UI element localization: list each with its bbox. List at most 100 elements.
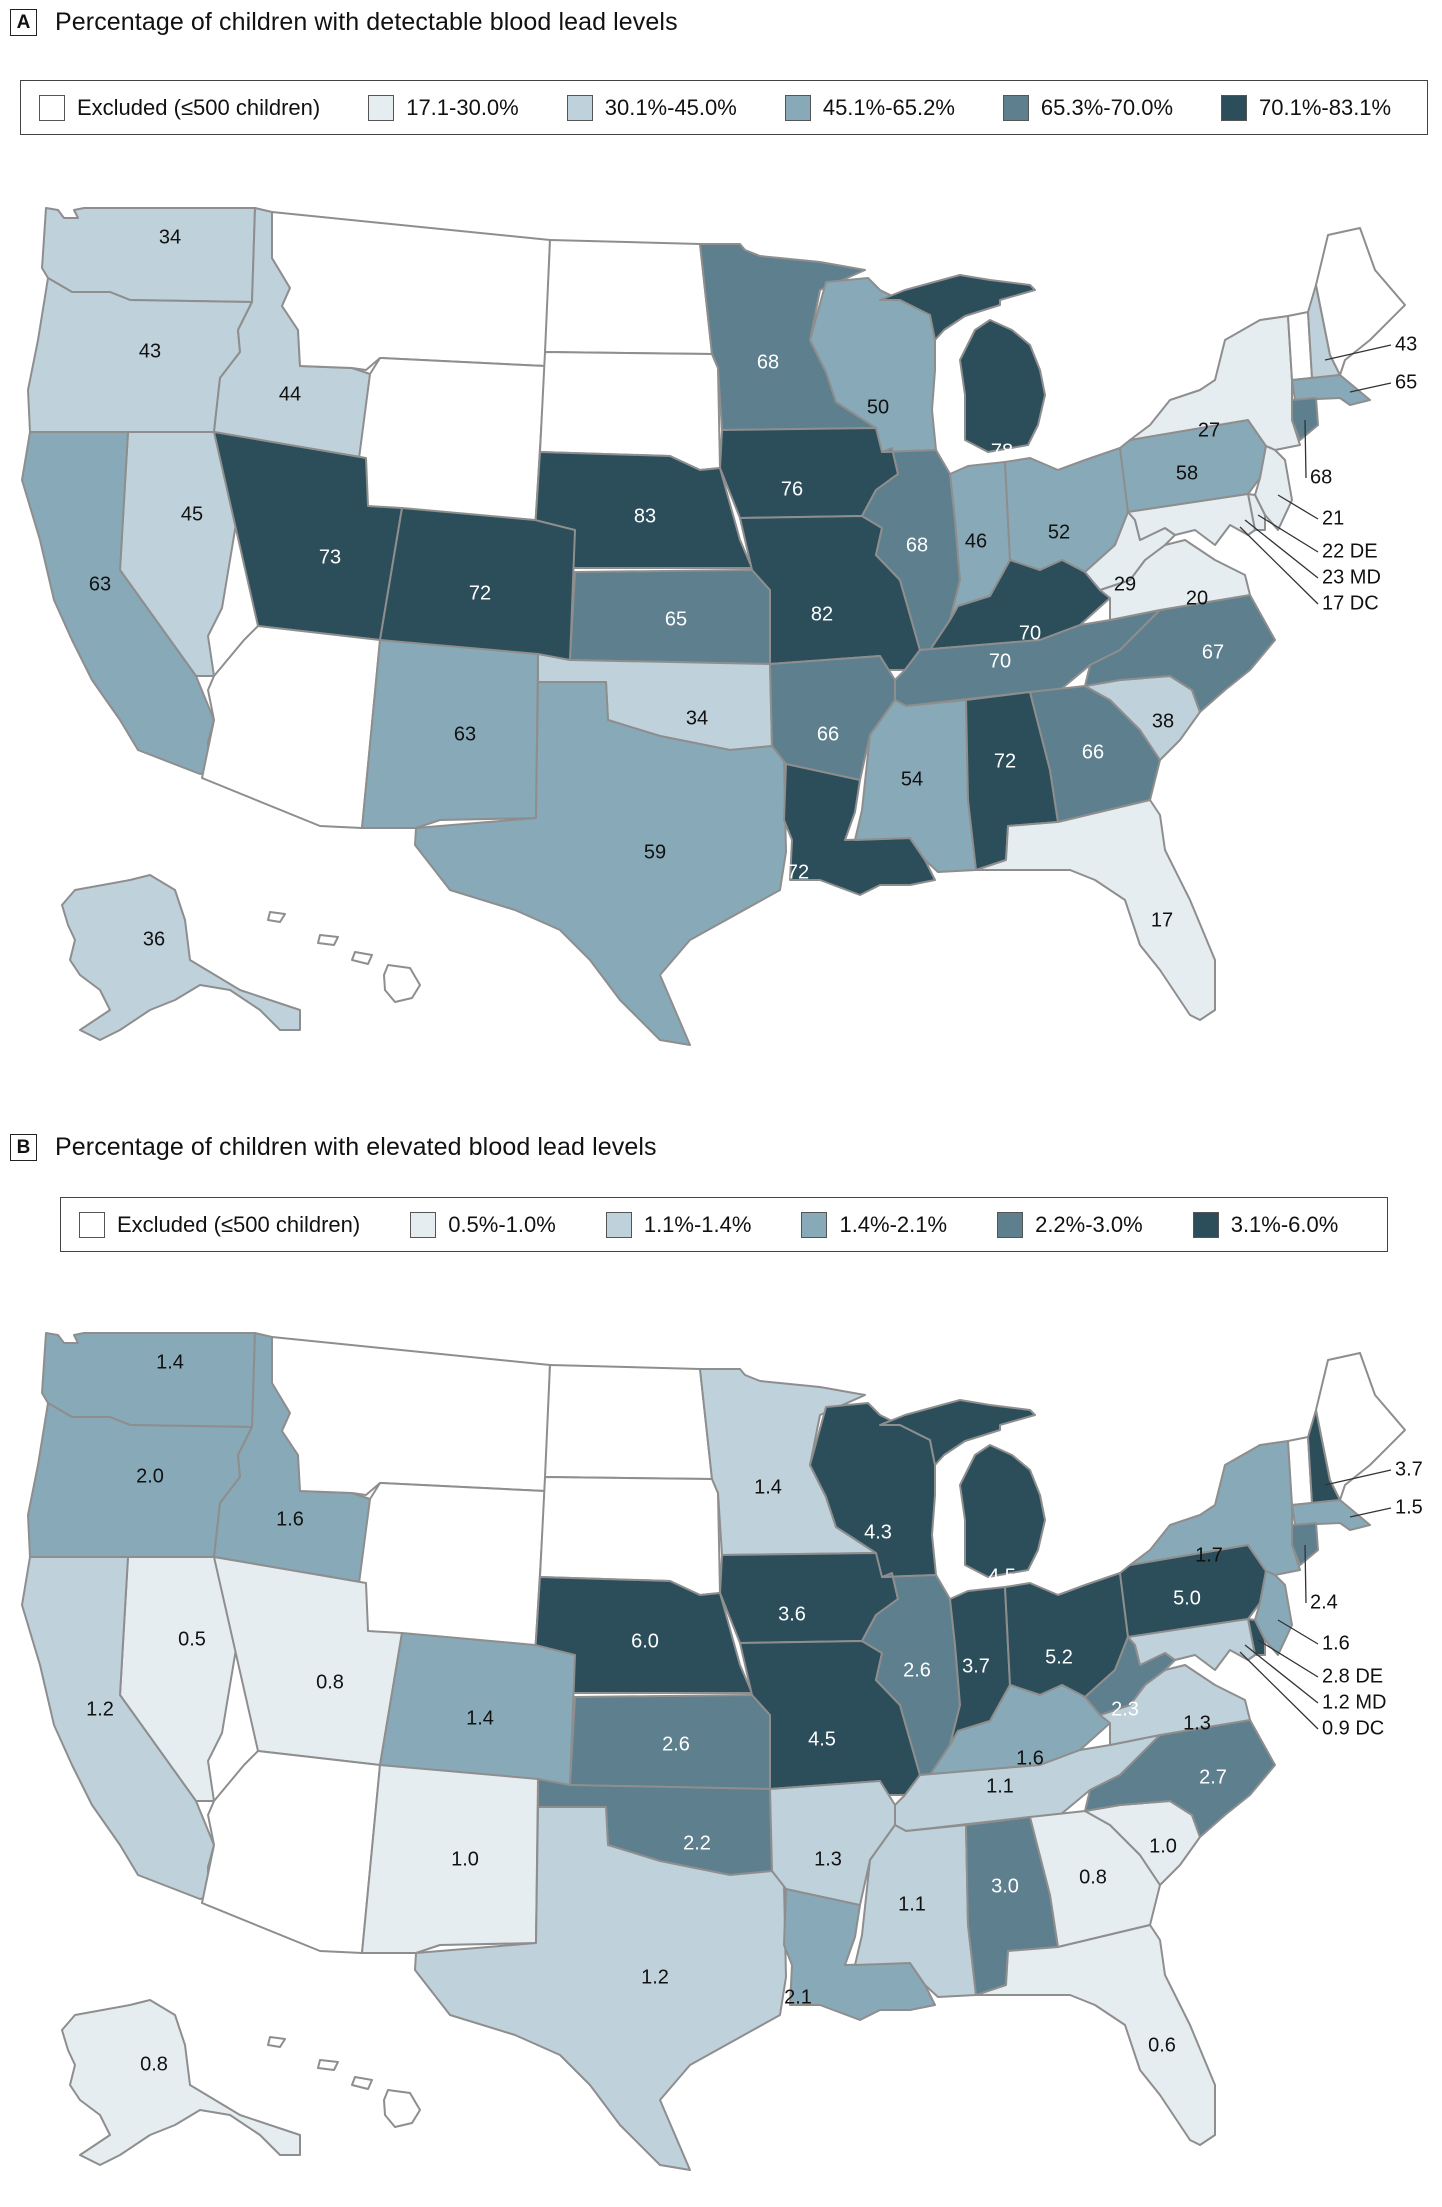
state-value-id: 1.6 [276,1508,304,1530]
state-value-va: 1.3 [1183,1712,1211,1734]
legend-swatch [566,94,593,121]
panel-b-header: B Percentage of children with elevated b… [10,1133,657,1162]
legend-label: 30.1%-45.0% [604,94,737,120]
panel-a-title: Percentage of children with detectable b… [55,8,678,36]
legend-swatch [1002,94,1029,121]
state-nj [1254,445,1293,531]
state-az [201,1750,381,1954]
state-value-co: 72 [469,582,491,604]
callout-leader-ct [1304,1544,1307,1604]
state-ak [61,1999,301,2166]
state-value-nc: 2.7 [1199,1766,1227,1788]
legend-item: 65.3%-70.0% [1002,94,1174,121]
state-wy [351,1482,546,1656]
state-ct [1291,1522,1319,1566]
state-value-ut: 0.8 [316,1671,344,1693]
legend-label: 45.1%-65.2% [822,94,955,120]
state-hi [267,911,421,1003]
state-value-wv: 29 [1114,573,1136,595]
callout-ma: 65 [1395,371,1417,393]
callout-md: 1.2 MD [1322,1691,1386,1713]
state-az [201,625,381,829]
state-nj [1254,1570,1293,1656]
state-value-wa: 1.4 [156,1351,184,1373]
legend-item: 1.4%-2.1% [801,1211,948,1238]
state-value-wv: 2.3 [1111,1698,1139,1720]
state-value-id: 44 [279,383,301,405]
callout-ct: 2.4 [1310,1591,1338,1613]
legend-swatch [368,94,395,121]
panel-a-detectable-lead-map: 34 43 44 45 63 73 72 63 83 65 34 59 68 76 82 66 72 50 78 68… [10,8,1428,1046]
state-value-oh: 52 [1048,521,1070,543]
callout-dc: 17 DC [1322,592,1379,614]
callout-md: 23 MD [1322,566,1381,588]
state-value-fl: 0.6 [1148,2034,1176,2056]
state-value-or: 43 [139,340,161,362]
legend-label: 1.4%-2.1% [839,1211,948,1237]
state-md [1127,493,1256,546]
legend-label: 0.5%-1.0% [448,1211,556,1237]
state-value-mo: 4.5 [808,1728,836,1750]
panel-b-elevated-lead-map: 1.4 2.0 1.6 0.5 1.2 0.8 1.4 1.0 6.0 2.6 2.2 1.2 1.4 3… [0,1125,1442,2207]
state-tx [414,1806,787,2171]
state-nm [361,639,539,829]
state-value-va: 20 [1186,587,1208,609]
state-value-mi: 78 [991,440,1013,462]
panel-b-letter: B [10,1134,37,1161]
state-mt [271,1336,551,1496]
state-value-ia: 76 [781,478,803,500]
callout-de: 22 DE [1322,540,1378,562]
state-value-wi: 4.3 [864,1521,892,1543]
callout-leader-nh [1324,1469,1392,1486]
legend-swatch [997,1211,1024,1238]
state-value-ne: 83 [634,505,656,527]
panel-a-header: A Percentage of children with detectable… [10,8,678,37]
state-value-al: 3.0 [991,1875,1019,1897]
legend-label: Excluded (≤500 children) [77,94,321,120]
state-value-nv: 45 [181,503,203,525]
state-value-al: 72 [994,750,1016,772]
callout-leader-de [1257,514,1319,553]
state-value-ny: 27 [1198,419,1220,441]
state-ct [1291,397,1319,441]
state-value-ok: 34 [686,707,708,729]
state-co [379,507,576,661]
legend-swatch [410,1211,437,1238]
state-value-nm: 63 [454,723,476,745]
legend-swatch [784,94,811,121]
map-b: 1.4 2.0 1.6 0.5 1.2 0.8 1.4 1.0 6.0 2.6 2.2 1.2 1.4 3… [21,1332,1423,2171]
state-value-ak: 36 [143,928,165,950]
callout-leader-md [1244,519,1319,579]
legend-item: 1.1%-1.4% [605,1211,752,1238]
legend-swatch [1192,1211,1219,1238]
legend-item: 0.5%-1.0% [410,1211,556,1238]
panel-a-letter: A [10,9,37,36]
legend-label: 3.1%-6.0% [1230,1211,1339,1237]
state-value-or: 2.0 [136,1465,164,1487]
state-value-ga: 0.8 [1079,1866,1107,1888]
legend-label: 65.3%-70.0% [1040,94,1174,120]
legend-swatch [801,1211,828,1238]
state-la [783,1888,936,2021]
callout-leader-ct [1304,419,1307,479]
state-value-ca: 63 [89,573,111,595]
state-ar [769,1780,896,1906]
legend-label: 1.1%-1.4% [643,1211,752,1237]
state-value-wi: 50 [867,396,889,418]
state-value-ok: 2.2 [683,1832,711,1854]
state-ca [21,1556,215,1900]
state-value-wa: 34 [159,226,181,248]
state-value-in: 46 [965,530,987,552]
callout-nj: 21 [1322,507,1344,529]
state-mi [879,1399,1046,1578]
legend-label: 2.2%-3.0% [1035,1211,1143,1237]
legend-label: 17.1-30.0% [406,94,519,120]
state-value-ar: 1.3 [814,1848,842,1870]
state-mi [879,274,1046,453]
callout-de: 2.8 DE [1322,1665,1383,1687]
state-nd [544,239,713,355]
callout-nh: 43 [1395,333,1417,355]
state-value-nc: 67 [1202,641,1224,663]
state-me [1315,1352,1406,1501]
callout-leader-md [1244,1644,1319,1704]
